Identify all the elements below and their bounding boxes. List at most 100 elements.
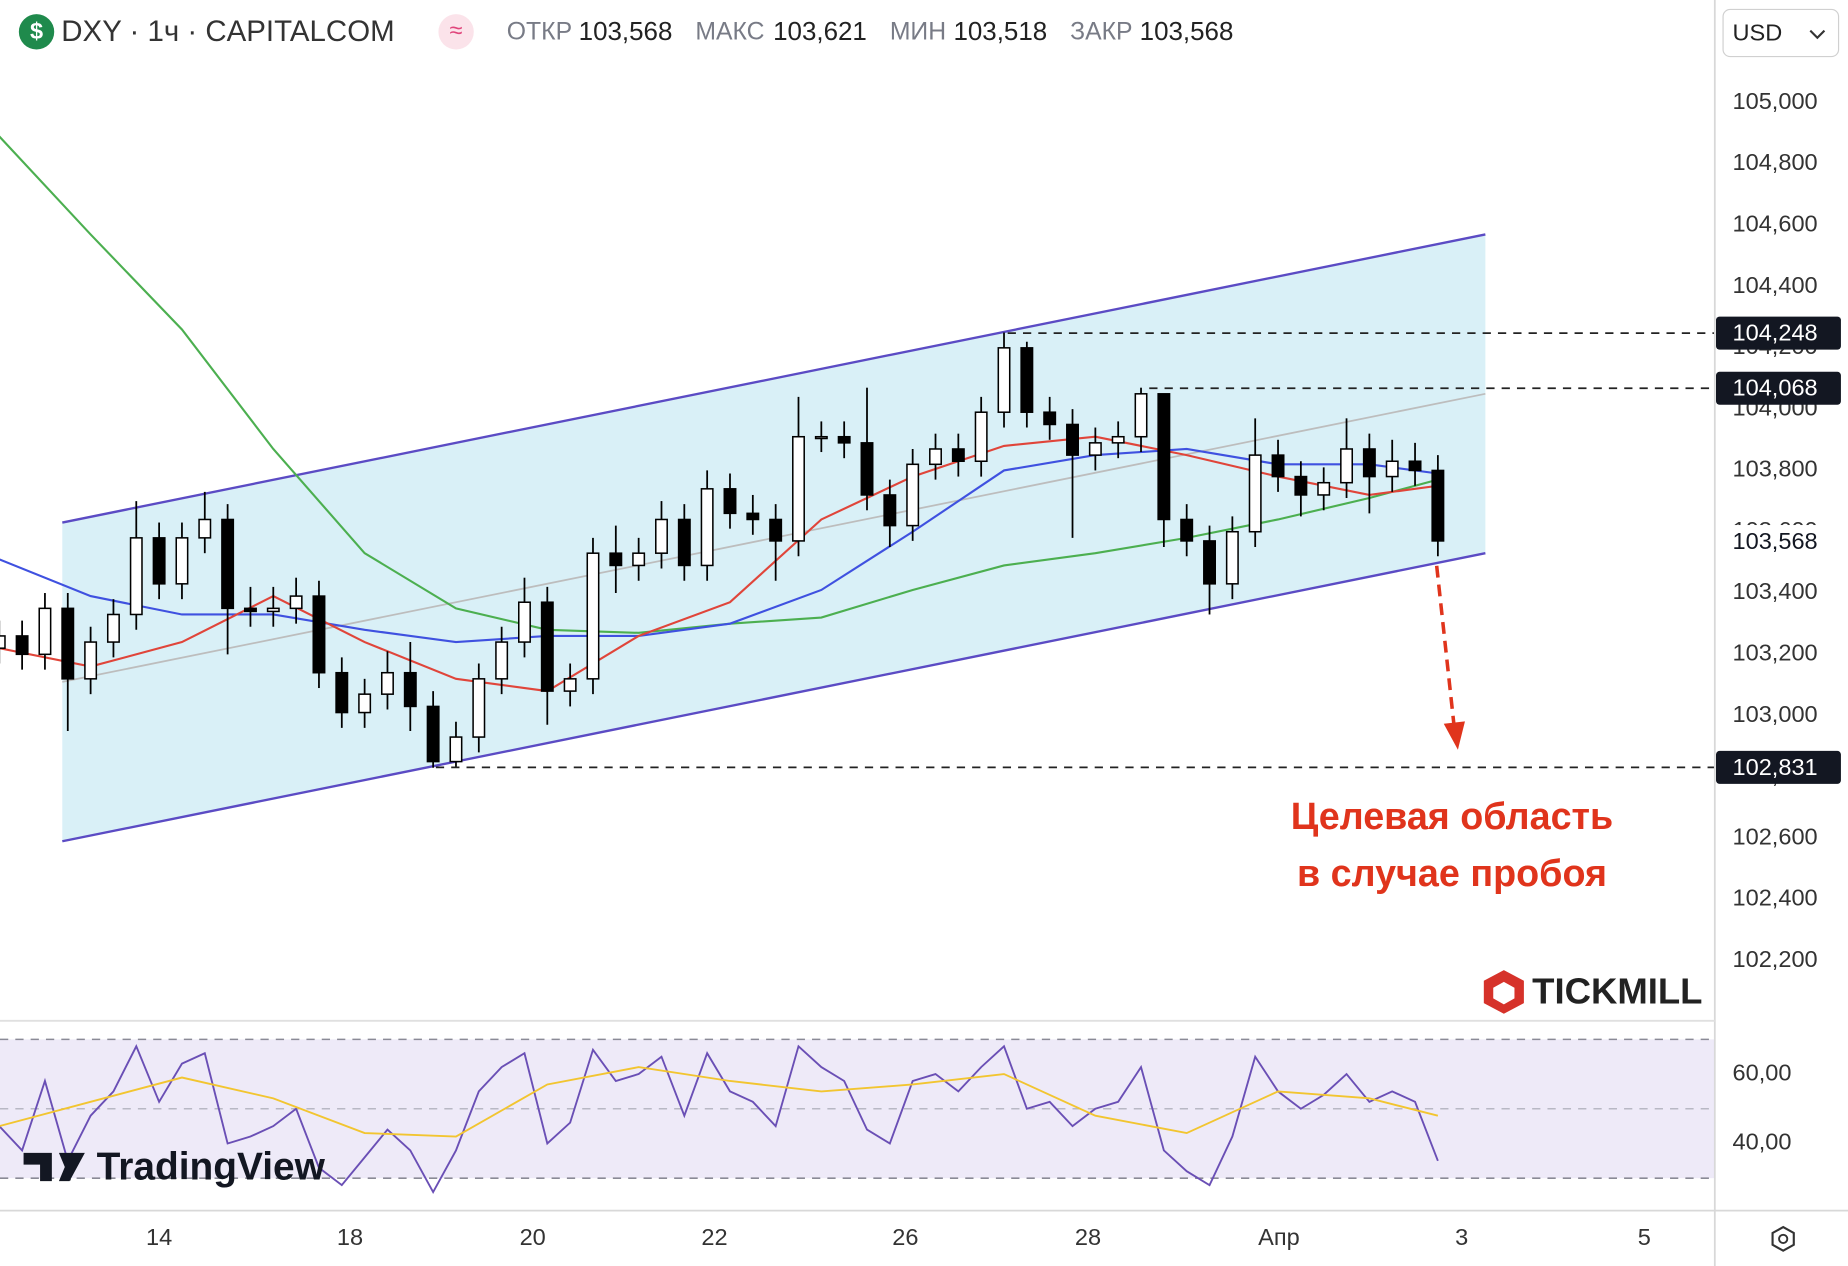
symbol[interactable]: DXY · 1ч · CAPITALCOM [61,15,394,48]
x-tick-label: 14 [146,1224,172,1250]
annotation: в случае пробоя [1297,852,1607,894]
candle-body [495,641,509,680]
candle-body [586,552,600,680]
candle-body [335,671,349,714]
candle-body [746,512,760,521]
candle-body [403,671,417,708]
level-label-bg [1716,371,1841,405]
status-icon-glyph: ≈ [450,17,463,43]
candle-body [1340,448,1354,484]
candle-body [61,607,75,680]
y-tick-label: 103,200 [1733,640,1818,666]
status-icon[interactable] [438,14,474,50]
candle-body [700,488,714,567]
y-tick-label: 104,600 [1733,210,1818,236]
moving-average [0,435,1439,693]
y-tick-label: 102,400 [1733,885,1818,911]
candle-body [221,518,235,610]
candle-body [1271,454,1285,478]
currency-dropdown[interactable] [1722,8,1840,58]
broker-name: TICKMILL [1532,970,1702,1011]
candle-body [198,518,212,539]
candle-body [769,518,783,542]
candle-body [540,601,554,692]
y-tick-label: 103,400 [1733,578,1818,604]
broker-logo-inner [1493,981,1515,1005]
ohlc-label: МИН [890,19,946,46]
candle-body [449,736,463,763]
y-tick-label: 103,800 [1733,456,1818,482]
x-tick-label: 5 [1638,1224,1651,1250]
candle-body [997,347,1011,413]
candle-body [1066,423,1079,456]
annotation: Целевая область [1291,795,1613,837]
candle-body [929,448,942,466]
y-tick-label: 102,200 [1733,946,1818,972]
candle-body [1431,469,1445,542]
candle-body [1203,540,1217,585]
ohlc-label: МАКС [695,19,764,46]
candle-body [1020,347,1034,413]
candle-body [655,518,668,554]
y-tick-label: 104,400 [1733,272,1818,298]
y-tick-label: 102,600 [1733,823,1818,849]
candle-body [175,537,189,585]
ohlc-value: 103,621 [773,18,867,46]
candle-body [1385,460,1399,478]
ohlc-value: 103,568 [579,18,673,46]
x-tick-label: 18 [337,1224,363,1250]
candle-body [152,537,166,585]
candle-body [951,448,965,463]
target-arrow [1434,565,1457,729]
candle-body [84,641,98,680]
candle-body [358,693,372,714]
candle-body [906,463,920,527]
candle-body [426,705,440,763]
x-tick-label: 3 [1455,1224,1468,1250]
candle-body [243,607,257,613]
last-price-bg [1716,525,1841,559]
ohlc-value: 103,518 [953,18,1047,46]
x-tick-label: Апр [1258,1224,1300,1250]
rsi-line [0,1044,1439,1195]
candle-body [1180,518,1194,542]
x-tick-label: 28 [1075,1224,1101,1250]
candle-body [106,613,120,643]
candle-body [814,435,828,440]
symbol-icon-glyph: $ [30,18,43,44]
symbol-icon [18,14,55,50]
moving-average [0,447,1439,644]
candle-body [312,595,326,674]
level-label-bg [1716,316,1841,350]
y-tick-label: 103,000 [1733,701,1818,727]
candle-body [518,601,531,643]
candle-body [1362,448,1376,478]
candle-body [38,607,52,656]
level-label: 104,068 [1733,375,1818,401]
plot-area [0,135,1715,1195]
candle-body [1408,460,1422,472]
dropdown-chevron [1809,29,1826,40]
candle-body [289,595,303,610]
candle-body [723,488,737,515]
candle-body [563,678,577,692]
candle-body [609,552,623,567]
x-tick-label: 20 [520,1224,546,1250]
rsi-tick-label: 60,00 [1733,1059,1792,1085]
y-tick-label: 104,800 [1733,149,1818,175]
candle-body [1248,454,1262,533]
last-price-label: 103,568 [1733,528,1818,554]
ohlc-label: ОТКР [507,19,572,46]
target-arrow-head [1443,721,1465,750]
rsi-ma-line [0,1066,1439,1138]
candle-body [1043,411,1057,426]
settings-icon[interactable] [1771,1225,1795,1252]
candle-body [0,635,6,649]
candle-body [15,635,29,656]
platform-logo [23,1152,85,1182]
candle-body [974,411,988,463]
candle-body [1157,393,1171,521]
candle-body [677,518,691,567]
candle-body [860,442,874,496]
